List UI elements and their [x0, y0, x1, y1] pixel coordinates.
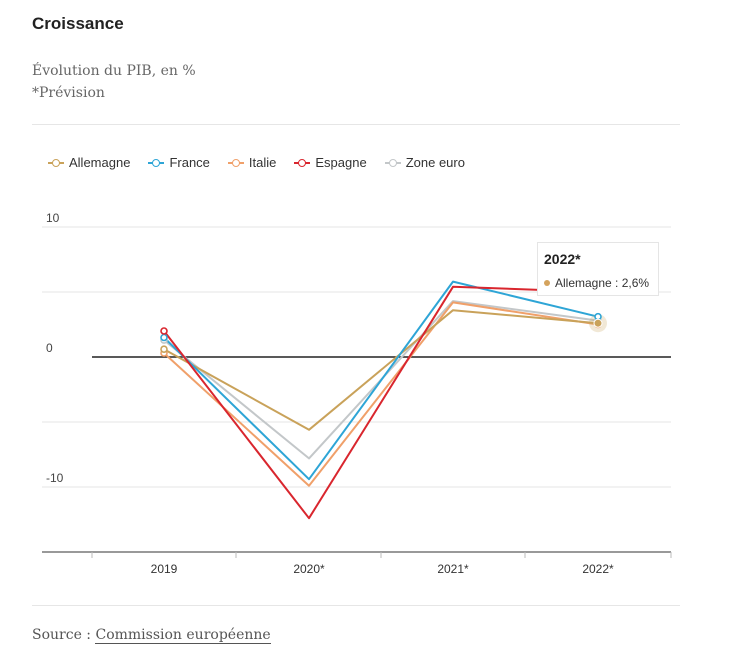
chart-subtitle: Évolution du PIB, en % [32, 63, 196, 79]
source-line: Source : Commission européenne [32, 627, 271, 644]
chart-title: Croissance [32, 14, 124, 33]
legend-item-france[interactable]: France [148, 155, 210, 170]
legend-label: Zone euro [405, 155, 465, 170]
series-line-italie [163, 301, 599, 487]
forecast-note: *Prévision [32, 85, 105, 101]
legend-label: Italie [248, 155, 277, 170]
series-marker [160, 345, 168, 354]
series-line-allemagne [163, 309, 599, 431]
y-tick-label: -10 [46, 471, 64, 485]
chart-legend: Allemagne France Italie Espagne Zone euro [48, 155, 465, 170]
y-tick-label: 10 [46, 211, 60, 225]
series-marker [160, 327, 168, 335]
legend-label: France [169, 155, 210, 170]
legend-swatch-icon [384, 158, 401, 168]
chart-subtitle-block: Évolution du PIB, en % *Prévision [32, 60, 196, 104]
grid-lines [42, 226, 671, 553]
legend-swatch-icon [294, 158, 311, 168]
tooltip-title: 2022* [544, 251, 581, 267]
x-tick-label: 2022* [582, 562, 614, 576]
bottom-divider [32, 605, 680, 606]
series-markers [160, 312, 607, 357]
x-tick-label: 2019 [151, 562, 178, 576]
tooltip-value: Allemagne : 2,6% [555, 276, 650, 290]
series-marker [593, 318, 603, 328]
legend-item-italie[interactable]: Italie [227, 155, 277, 170]
legend-item-espagne[interactable]: Espagne [294, 155, 367, 170]
legend-label: Allemagne [69, 155, 131, 170]
tooltip-row: Allemagne : 2,6% [544, 276, 649, 290]
legend-swatch-icon [148, 158, 165, 168]
legend-swatch-icon [227, 158, 244, 168]
x-tick-label: 2021* [437, 562, 469, 576]
axis-ticks: 10 0 -10 2019 2020* 2021* 2022* [46, 211, 672, 576]
tooltip-dot-icon [544, 280, 550, 286]
legend-swatch-icon [48, 158, 64, 168]
series-line-espagne [163, 285, 599, 520]
x-tick-label: 2020* [293, 562, 325, 576]
hover-tooltip: 2022* Allemagne : 2,6% [537, 242, 659, 296]
legend-label: Espagne [315, 155, 367, 170]
series-lines [163, 280, 599, 520]
source-link[interactable]: Commission européenne [95, 627, 271, 644]
series-line-france [163, 280, 599, 481]
source-label: Source : [32, 627, 96, 643]
series-marker [160, 333, 168, 342]
legend-item-zone-euro[interactable]: Zone euro [384, 155, 465, 170]
legend-item-allemagne[interactable]: Allemagne [48, 155, 130, 170]
y-tick-label: 0 [46, 341, 53, 355]
top-divider [32, 124, 680, 125]
